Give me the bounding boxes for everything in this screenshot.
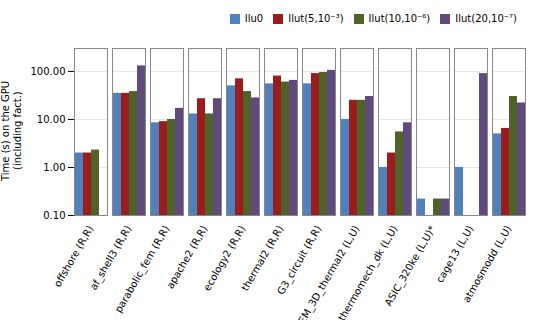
svg-text:ASIC_320ke (L,U)*: ASIC_320ke (L,U)*	[383, 224, 439, 309]
svg-text:1.00: 1.00	[43, 162, 65, 173]
html-text:Ilut(20,10⁻⁷): Ilut(20,10⁻⁷)	[455, 13, 517, 24]
svg-text:af_shell3 (R,R): af_shell3 (R,R)	[87, 223, 134, 292]
svg-text:100.00: 100.00	[31, 66, 66, 77]
svg-text:apache2 (R,R): apache2 (R,R)	[164, 224, 209, 291]
html-text:Ilut(10,10⁻⁶): Ilut(10,10⁻⁶)	[368, 13, 431, 24]
html-text:Ilut(5,10⁻³): Ilut(5,10⁻³)	[288, 13, 344, 24]
svg-text:offshore (R,R): offshore (R,R)	[52, 224, 96, 289]
svg-text:atmosmodd (L,U): atmosmodd (L,U)	[461, 224, 514, 305]
svg-text:thermal2 (R,R): thermal2 (R,R)	[239, 224, 285, 293]
svg-text:cage13 (L,U): cage13 (L,U)	[434, 224, 476, 285]
html-text:Ilu0: Ilu0	[244, 13, 264, 24]
svg-text:parabolic_fem (R,R): parabolic_fem (R,R)	[113, 224, 173, 316]
svg-text:0.10: 0.10	[43, 210, 65, 221]
svg-text:G3_circuit (R,R): G3_circuit (R,R)	[275, 223, 324, 297]
svg-text:ecology2 (R,R): ecology2 (R,R)	[201, 224, 247, 293]
html-text:Time (s) on the GPU (including: Time (s) on the GPU (including fact.)	[0, 80, 23, 182]
svg-text:10.00: 10.00	[37, 114, 66, 125]
